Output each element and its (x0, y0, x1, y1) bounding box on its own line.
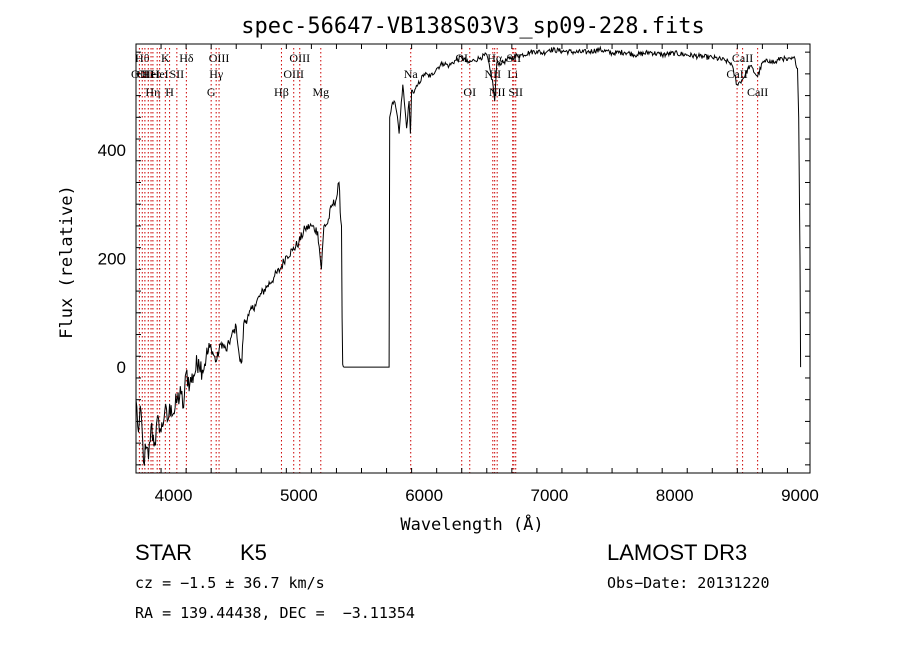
spectral-line-label-15: Hβ (274, 85, 289, 99)
object-class: STAR (135, 540, 193, 565)
x-tick-label: 6000 (405, 486, 443, 505)
spectral-line-label-5: Hη (145, 85, 160, 99)
axis-ticks: 4000 5000 6000 7000 8000 9000 0 200 400 (98, 44, 819, 505)
x-tick-label: 8000 (656, 486, 694, 505)
spectral-line-label-24: NII (489, 85, 506, 99)
spectral-line-markers: OIIHθOIIHeIHηHeIKHSIIHδGHγOIIIHβOIIIOIII… (131, 48, 768, 473)
spectral-line-label-7: HeI (151, 67, 169, 81)
spectral-line-label-13: Hγ (209, 67, 224, 81)
y-tick-label: 0 (117, 358, 126, 377)
spectral-line-label-11: Hδ (179, 51, 194, 65)
x-tick-label: 7000 (531, 486, 569, 505)
y-axis-label: Flux (relative) (57, 185, 77, 339)
survey-name: LAMOST DR3 (607, 540, 748, 565)
spectrum-series-line (135, 45, 802, 466)
x-axis-label: Wavelength (Å) (400, 513, 543, 535)
spectral-line-label-25: Li (507, 67, 518, 81)
spectral-line-label-9: H (165, 85, 174, 99)
spectral-line-label-17: OIII (289, 51, 310, 65)
x-tick-label: 4000 (155, 486, 193, 505)
spectral-line-label-27: SII (508, 85, 523, 99)
obs-date-text: Obs−Date: 20131220 (607, 574, 770, 592)
plot-frame (135, 43, 811, 474)
chart-title: spec-56647-VB138S03V3_sp09-228.fits (241, 14, 705, 39)
spectral-line-label-23: Hα (487, 51, 503, 65)
spectral-line-label-1: Hθ (135, 51, 150, 65)
spectral-line-label-4: HeI (142, 67, 160, 81)
spectral-line-label-14: OIII (209, 51, 230, 65)
spectral-line-label-22: NII (484, 67, 501, 81)
spectral-line-label-10: SII (170, 67, 185, 81)
spectral-line-label-19: Na (404, 67, 419, 81)
redshift-text: cz = −1.5 ± 36.7 km/s (135, 574, 325, 592)
spectral-line-label-18: Mg (312, 85, 329, 99)
x-tick-label: 9000 (781, 486, 819, 505)
y-tick-label: 400 (98, 141, 126, 160)
spectral-line-label-28: CaII (726, 67, 747, 81)
spectral-line-label-21: OI (463, 85, 476, 99)
spectral-line-label-29: CaII (732, 51, 753, 65)
spectral-line-label-30: CaII (747, 85, 768, 99)
y-tick-label: 200 (98, 250, 126, 269)
x-tick-label: 5000 (280, 486, 318, 505)
spectral-line-label-16: OIII (283, 67, 304, 81)
spectral-line-label-12: G (207, 85, 216, 99)
spectral-line-label-8: K (161, 51, 170, 65)
coordinates-text: RA = 139.44438, DEC = −3.11354 (135, 604, 415, 622)
object-subclass: K5 (240, 540, 267, 565)
spectral-line-label-2: OII (137, 67, 154, 81)
